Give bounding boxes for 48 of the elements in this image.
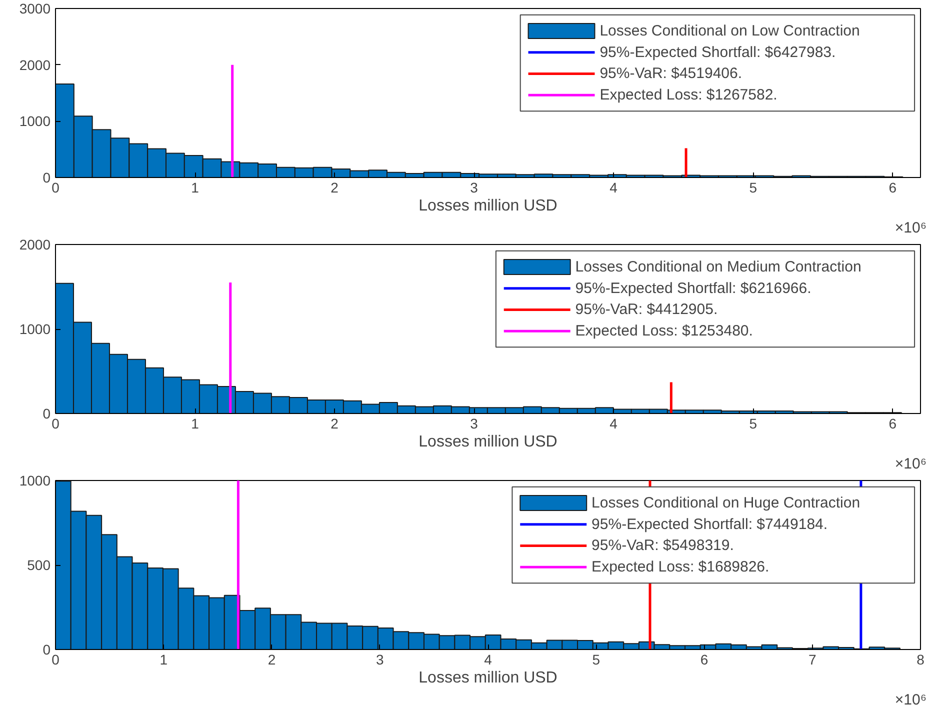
x-tick-label: 2 xyxy=(268,652,276,668)
x-tick-label: 3 xyxy=(376,652,384,668)
text: ×10⁶ xyxy=(894,220,927,236)
legend-label: 95%-Expected Shortfall: $6216966. xyxy=(575,280,812,297)
x-tick-label: 8 xyxy=(916,652,925,668)
x-tick-label: 5 xyxy=(592,652,600,668)
x-axis-title: Losses million USD xyxy=(418,434,558,450)
legend-label: Expected Loss: $1689826. xyxy=(592,558,770,576)
y-tick-label: 3000 xyxy=(19,0,51,16)
x-tick-label: 3 xyxy=(470,416,478,432)
x-tick-label: 1 xyxy=(160,652,168,668)
x-tick-label: 6 xyxy=(888,416,897,432)
x-tick-label: 4 xyxy=(610,180,618,196)
legend-label: 95%-VaR: $4412905. xyxy=(575,301,718,318)
x-tick-label: 2 xyxy=(330,180,339,196)
y-tick-label: 2000 xyxy=(19,56,51,73)
x-tick-label: 5 xyxy=(749,180,758,196)
x-tick-label: 5 xyxy=(749,416,758,432)
y-tick-label: 0 xyxy=(42,170,51,186)
x-tick-label: 1 xyxy=(191,416,200,432)
legend-label: 95%-Expected Shortfall: $7449184. xyxy=(592,516,828,533)
y-tick-label: 0 xyxy=(42,406,51,422)
y-tick-label: 1000 xyxy=(19,321,51,337)
x-axis-title: Losses million USD xyxy=(418,670,558,686)
y-tick-label: 500 xyxy=(27,557,51,573)
legend-label: Losses Conditional on Low Contraction xyxy=(600,22,860,40)
legend-label: Expected Loss: $1253480. xyxy=(575,322,753,340)
legend-label: Losses Conditional on Huge Contraction xyxy=(592,494,860,512)
x-tick-label: 7 xyxy=(808,652,816,668)
y-tick-label: 1000 xyxy=(19,113,51,130)
x-axis-title: Losses million USD xyxy=(418,198,558,214)
x-tick-label: 6 xyxy=(700,652,708,668)
x-tick-label: 3 xyxy=(470,180,478,196)
text: ×10⁶ xyxy=(894,692,927,708)
legend-label: 95%-VaR: $4519406. xyxy=(600,65,742,82)
y-tick-label: 2000 xyxy=(19,236,51,252)
legend-label: 95%-VaR: $5498319. xyxy=(592,537,734,554)
legend-label: Losses Conditional on Medium Contraction xyxy=(575,258,862,276)
x-tick-label: 4 xyxy=(484,652,492,668)
legend-label: Expected Loss: $1267582. xyxy=(600,86,778,104)
y-tick-label: 0 xyxy=(42,642,51,658)
x-tick-label: 6 xyxy=(888,180,897,196)
y-tick-label: 1000 xyxy=(19,472,51,488)
x-tick-label: 4 xyxy=(610,416,618,432)
text: ×10⁶ xyxy=(894,456,927,472)
x-tick-label: 1 xyxy=(191,180,200,196)
x-tick-label: 2 xyxy=(330,416,339,432)
legend-label: 95%-Expected Shortfall: $6427983. xyxy=(600,44,836,61)
